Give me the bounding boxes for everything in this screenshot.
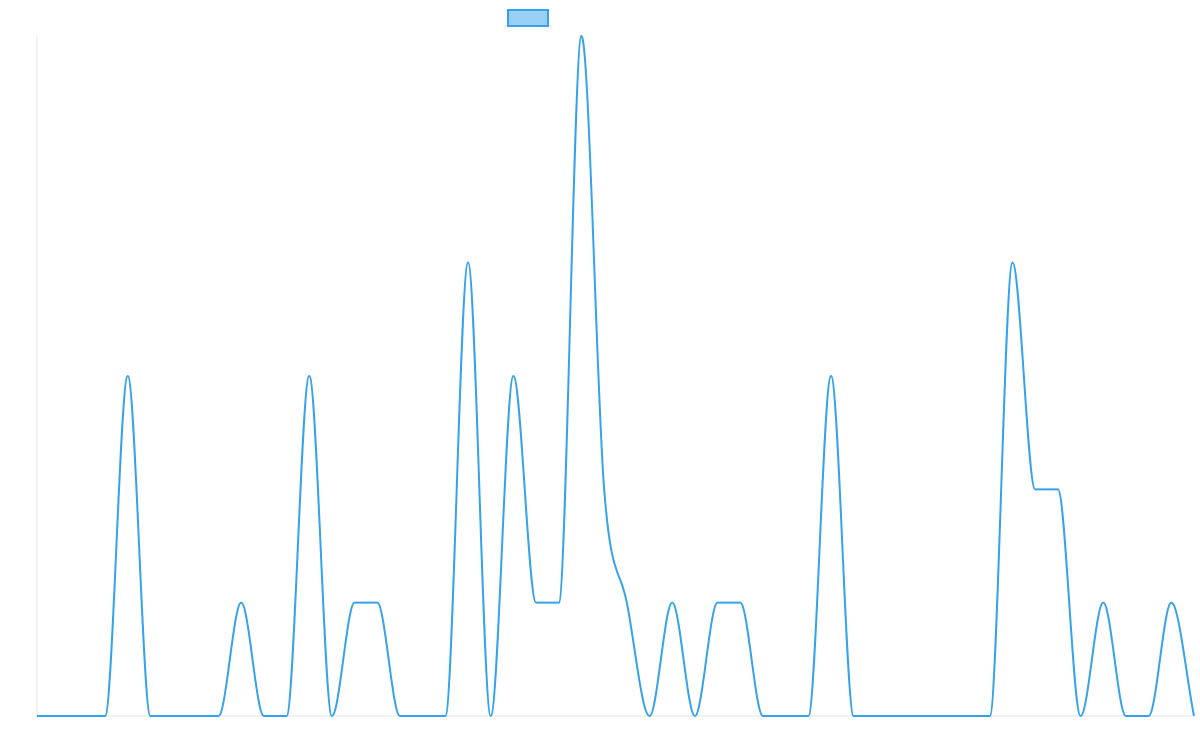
- data-point[interactable]: [1077, 712, 1085, 720]
- data-point[interactable]: [646, 712, 654, 720]
- data-point[interactable]: [1099, 599, 1107, 607]
- data-point[interactable]: [804, 712, 812, 720]
- data-point[interactable]: [1122, 712, 1130, 720]
- legend[interactable]: [507, 9, 549, 27]
- data-point[interactable]: [101, 712, 109, 720]
- data-point[interactable]: [986, 712, 994, 720]
- data-point[interactable]: [305, 372, 313, 380]
- data-point[interactable]: [1167, 599, 1175, 607]
- data-point[interactable]: [146, 712, 154, 720]
- data-point[interactable]: [1054, 485, 1062, 493]
- axes: [36, 36, 1194, 717]
- data-point[interactable]: [782, 712, 790, 720]
- data-point[interactable]: [441, 712, 449, 720]
- data-point[interactable]: [283, 712, 291, 720]
- data-point[interactable]: [736, 599, 744, 607]
- data-point[interactable]: [1145, 712, 1153, 720]
- data-point[interactable]: [351, 599, 359, 607]
- data-point[interactable]: [169, 712, 177, 720]
- data-point[interactable]: [623, 599, 631, 607]
- series-line: [37, 35, 1195, 717]
- data-point[interactable]: [555, 599, 563, 607]
- data-point[interactable]: [850, 712, 858, 720]
- data-point[interactable]: [509, 372, 517, 380]
- data-point[interactable]: [1190, 712, 1198, 720]
- data-point[interactable]: [895, 712, 903, 720]
- data-point[interactable]: [1031, 485, 1039, 493]
- data-point[interactable]: [214, 712, 222, 720]
- legend-swatch[interactable]: [507, 9, 549, 27]
- data-point[interactable]: [668, 599, 676, 607]
- data-point[interactable]: [373, 599, 381, 607]
- data-point[interactable]: [487, 712, 495, 720]
- data-point[interactable]: [918, 712, 926, 720]
- data-point[interactable]: [577, 32, 585, 40]
- data-point[interactable]: [940, 712, 948, 720]
- data-point[interactable]: [759, 712, 767, 720]
- data-point[interactable]: [714, 599, 722, 607]
- data-point[interactable]: [532, 599, 540, 607]
- data-point[interactable]: [33, 712, 41, 720]
- data-point[interactable]: [396, 712, 404, 720]
- data-point[interactable]: [600, 485, 608, 493]
- data-point[interactable]: [56, 712, 64, 720]
- series-layer: [33, 32, 1198, 720]
- data-point[interactable]: [827, 372, 835, 380]
- data-point[interactable]: [328, 712, 336, 720]
- data-point[interactable]: [192, 712, 200, 720]
- data-point[interactable]: [419, 712, 427, 720]
- data-point[interactable]: [124, 372, 132, 380]
- data-point[interactable]: [963, 712, 971, 720]
- data-point[interactable]: [691, 712, 699, 720]
- data-point[interactable]: [464, 259, 472, 267]
- data-point[interactable]: [872, 712, 880, 720]
- data-point[interactable]: [1009, 259, 1017, 267]
- data-point[interactable]: [237, 599, 245, 607]
- data-point[interactable]: [260, 712, 268, 720]
- data-point[interactable]: [78, 712, 86, 720]
